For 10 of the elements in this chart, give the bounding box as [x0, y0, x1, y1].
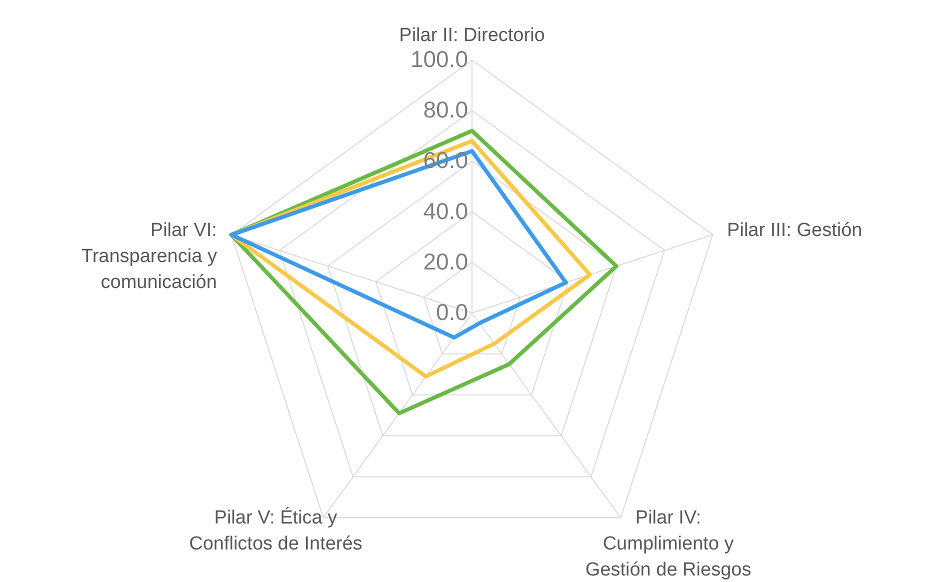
spoke-label: Pilar III: Gestión: [727, 220, 862, 242]
y-tick-label: 100.0: [410, 46, 468, 72]
y-tick-label: 80.0: [423, 96, 468, 123]
y-tick-label: 20.0: [423, 248, 468, 274]
spoke-label: Pilar IV: Cumplimiento y Gestión de Riesgos: [585, 508, 752, 581]
spoke-label: Pilar II: Directorio: [399, 24, 545, 46]
y-tick-label: 0.0: [436, 299, 468, 325]
spoke-label: Pilar VI: Transparencia y comunicación: [81, 220, 218, 294]
spoke-label: Pilar V: Ética y Conflictos de Interés: [189, 506, 362, 555]
y-tick-label: 40.0: [423, 198, 468, 224]
